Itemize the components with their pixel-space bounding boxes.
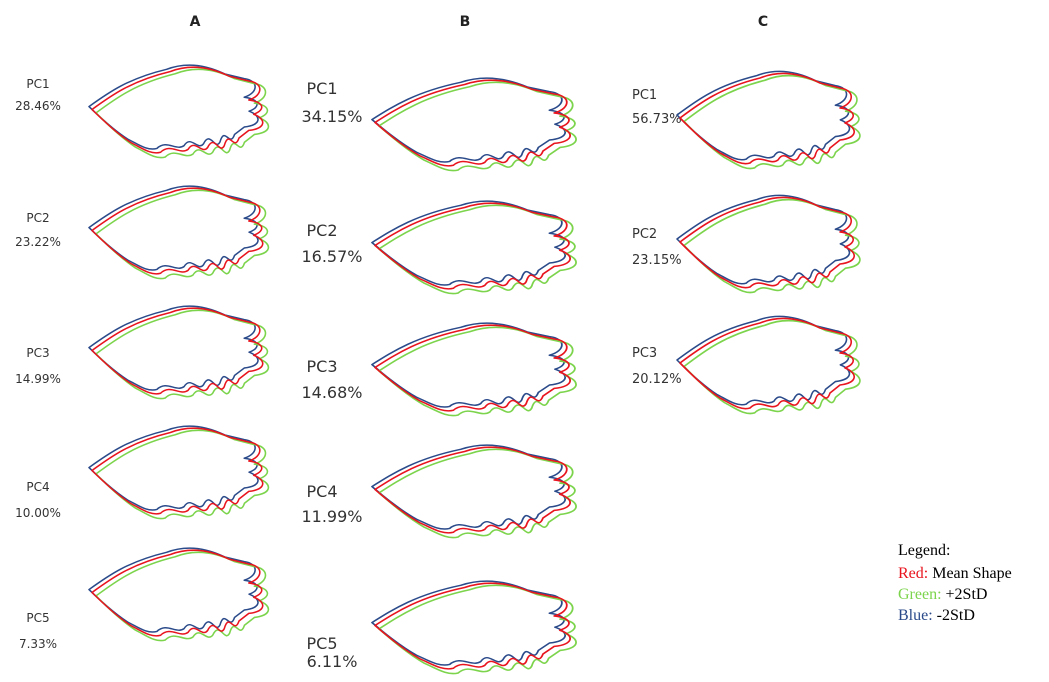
pc-percent: 11.99%	[301, 507, 362, 526]
shell-outline-group	[89, 548, 268, 641]
shell-outline-group	[677, 316, 860, 413]
pc-label: PC1	[307, 79, 338, 98]
shell-outline-group	[89, 186, 268, 279]
shell-outline-group	[677, 71, 860, 168]
pc-percent: 6.11%	[307, 652, 358, 671]
shell-outline-group	[372, 445, 576, 538]
legend: Legend: Red:Mean Shape Green:+2StD Blue:-2…	[898, 542, 1012, 624]
column-header: A	[190, 14, 201, 30]
column-header: B	[460, 14, 471, 30]
pc-percent: 16.57%	[301, 247, 362, 266]
shell-outline	[379, 327, 576, 415]
legend-description: Mean Shape	[932, 565, 1012, 582]
pc-percent: 34.15%	[301, 107, 362, 126]
legend-description: -2StD	[937, 607, 975, 624]
shell-outline	[684, 321, 860, 414]
column-header: C	[758, 14, 768, 30]
legend-color-label: Green:	[898, 586, 942, 603]
shell-outline-group	[372, 201, 576, 294]
pc-percent: 23.15%	[632, 253, 682, 268]
shell-outline-group	[89, 426, 268, 519]
shell-outline	[96, 552, 268, 640]
pc-percent: 10.00%	[15, 506, 61, 520]
shell-outline	[96, 69, 268, 157]
pc-percent: 7.33%	[19, 637, 57, 651]
legend-description: +2StD	[946, 586, 988, 603]
pc-label: PC1	[632, 88, 657, 103]
shell-outline-group	[89, 65, 268, 158]
figure: Legend: Red:Mean Shape Green:+2StD Blue:-2…	[0, 0, 1049, 682]
pc-percent: 28.46%	[15, 99, 61, 113]
shell-outline	[96, 190, 268, 278]
pc-label: PC2	[26, 211, 49, 225]
shell-outline	[684, 200, 860, 293]
pc-label: PC4	[26, 480, 49, 494]
pc-label: PC2	[632, 227, 657, 242]
shell-outline-group	[372, 323, 576, 416]
legend-item: Green:+2StD	[898, 586, 987, 603]
pc-percent: 14.68%	[301, 383, 362, 402]
pc-label: PC3	[307, 357, 338, 376]
shell-outline	[379, 449, 576, 537]
legend-item: Blue:-2StD	[898, 607, 975, 624]
pc-label: PC3	[632, 346, 657, 361]
pc-percent: 14.99%	[15, 372, 61, 386]
shell-outline	[96, 430, 268, 518]
shell-outline-group	[677, 195, 860, 292]
pc-label: PC5	[26, 611, 49, 625]
shell-outline	[379, 585, 576, 673]
shell-outline-group	[372, 581, 576, 674]
pc-label: PC2	[307, 221, 338, 240]
pc-label: PC3	[26, 346, 49, 360]
shell-outline	[684, 76, 860, 169]
pc-label: PC1	[26, 77, 49, 91]
pc-percent: 56.73%	[632, 112, 682, 127]
shell-outline	[379, 82, 576, 170]
pc-label: PC5	[307, 634, 338, 653]
shell-outline-group	[89, 306, 268, 399]
shell-outline	[96, 310, 268, 398]
pc-percent: 23.22%	[15, 235, 61, 249]
shell-outline	[379, 205, 576, 293]
legend-color-label: Blue:	[898, 607, 933, 624]
shell-outline-group	[372, 78, 576, 171]
legend-item: Red:Mean Shape	[898, 565, 1012, 582]
pc-label: PC4	[307, 482, 338, 501]
pc-percent: 20.12%	[632, 372, 682, 387]
legend-color-label: Red:	[898, 565, 928, 582]
legend-title: Legend:	[898, 542, 950, 559]
